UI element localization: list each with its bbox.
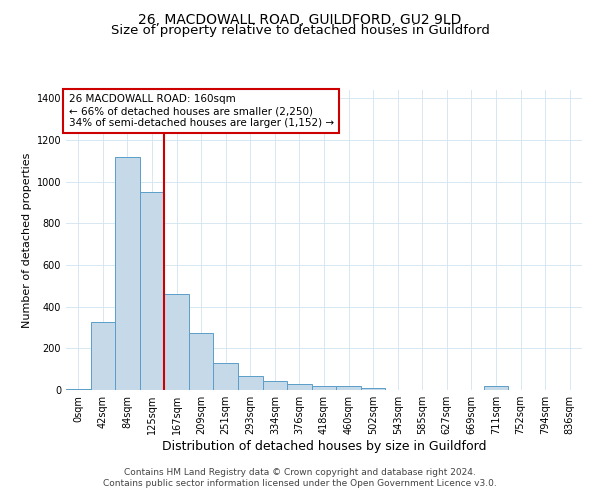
Bar xyxy=(484,386,508,390)
Bar xyxy=(361,388,385,390)
Bar xyxy=(140,192,164,390)
Bar xyxy=(91,322,115,390)
Y-axis label: Number of detached properties: Number of detached properties xyxy=(22,152,32,328)
Bar xyxy=(287,384,312,390)
Bar xyxy=(164,294,189,390)
Text: Contains HM Land Registry data © Crown copyright and database right 2024.
Contai: Contains HM Land Registry data © Crown c… xyxy=(103,468,497,487)
Bar xyxy=(336,386,361,390)
Text: 26, MACDOWALL ROAD, GUILDFORD, GU2 9LD: 26, MACDOWALL ROAD, GUILDFORD, GU2 9LD xyxy=(139,12,461,26)
X-axis label: Distribution of detached houses by size in Guildford: Distribution of detached houses by size … xyxy=(162,440,486,453)
Bar xyxy=(214,363,238,390)
Bar xyxy=(189,332,214,390)
Bar xyxy=(66,389,91,390)
Bar xyxy=(238,376,263,390)
Bar xyxy=(312,386,336,390)
Text: 26 MACDOWALL ROAD: 160sqm
← 66% of detached houses are smaller (2,250)
34% of se: 26 MACDOWALL ROAD: 160sqm ← 66% of detac… xyxy=(68,94,334,128)
Bar xyxy=(263,381,287,390)
Text: Size of property relative to detached houses in Guildford: Size of property relative to detached ho… xyxy=(110,24,490,37)
Bar xyxy=(115,156,140,390)
